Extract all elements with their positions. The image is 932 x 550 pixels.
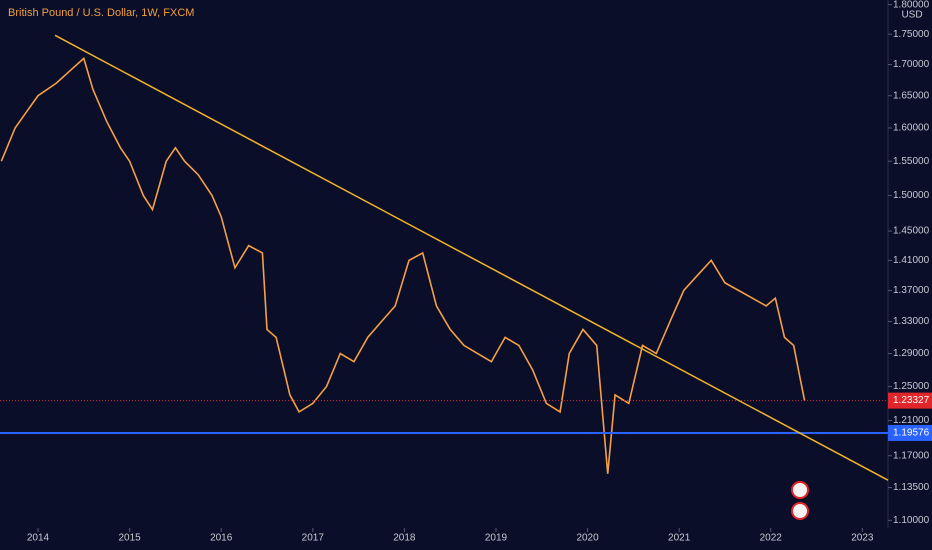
currency-label: USD [901, 10, 922, 21]
y-tick-label: 1.60000 [893, 123, 930, 134]
x-tick-label: 2018 [393, 533, 416, 544]
y-tick-label: 1.25000 [893, 381, 930, 392]
x-tick-label: 2019 [485, 533, 508, 544]
y-tick-label: 1.37000 [893, 285, 930, 296]
y-tick-label: 1.80000 [893, 0, 930, 10]
x-tick-label: 2023 [851, 533, 874, 544]
price-line [0, 56, 806, 474]
x-tick-label: 2016 [210, 533, 233, 544]
x-tick-label: 2022 [760, 533, 783, 544]
y-tick-label: 1.10000 [893, 515, 930, 526]
y-tick-label: 1.65000 [893, 90, 930, 101]
flag-us [791, 502, 809, 520]
y-tick-label: 1.75000 [893, 29, 930, 40]
x-tick-label: 2014 [27, 533, 50, 544]
x-tick-label: 2017 [302, 533, 325, 544]
y-tick-label: 1.29000 [893, 348, 930, 359]
last-price-box [888, 392, 932, 409]
y-tick-label: 1.21000 [893, 415, 930, 426]
x-tick-label: 2020 [576, 533, 599, 544]
chart-title: British Pound / U.S. Dollar, 1W, FXCM [8, 7, 194, 19]
event-flags [791, 481, 809, 520]
x-tick-label: 2015 [118, 533, 141, 544]
y-tick-label: 1.13500 [893, 482, 930, 493]
y-tick-label: 1.33000 [893, 316, 930, 327]
last-price-label: 1.23327 [893, 395, 930, 406]
y-tick-label: 1.45000 [893, 226, 930, 237]
x-tick-label: 2021 [668, 533, 691, 544]
y-tick-label: 1.70000 [893, 59, 930, 70]
y-tick-label: 1.55000 [893, 156, 930, 167]
trendline [54, 34, 889, 481]
support-label: 1.19576 [893, 428, 930, 439]
y-tick-label: 1.17000 [893, 450, 930, 461]
flag-uk [791, 481, 809, 499]
y-tick-label: 1.50000 [893, 190, 930, 201]
y-tick-label: 1.41000 [893, 255, 930, 266]
support-box [888, 424, 932, 441]
